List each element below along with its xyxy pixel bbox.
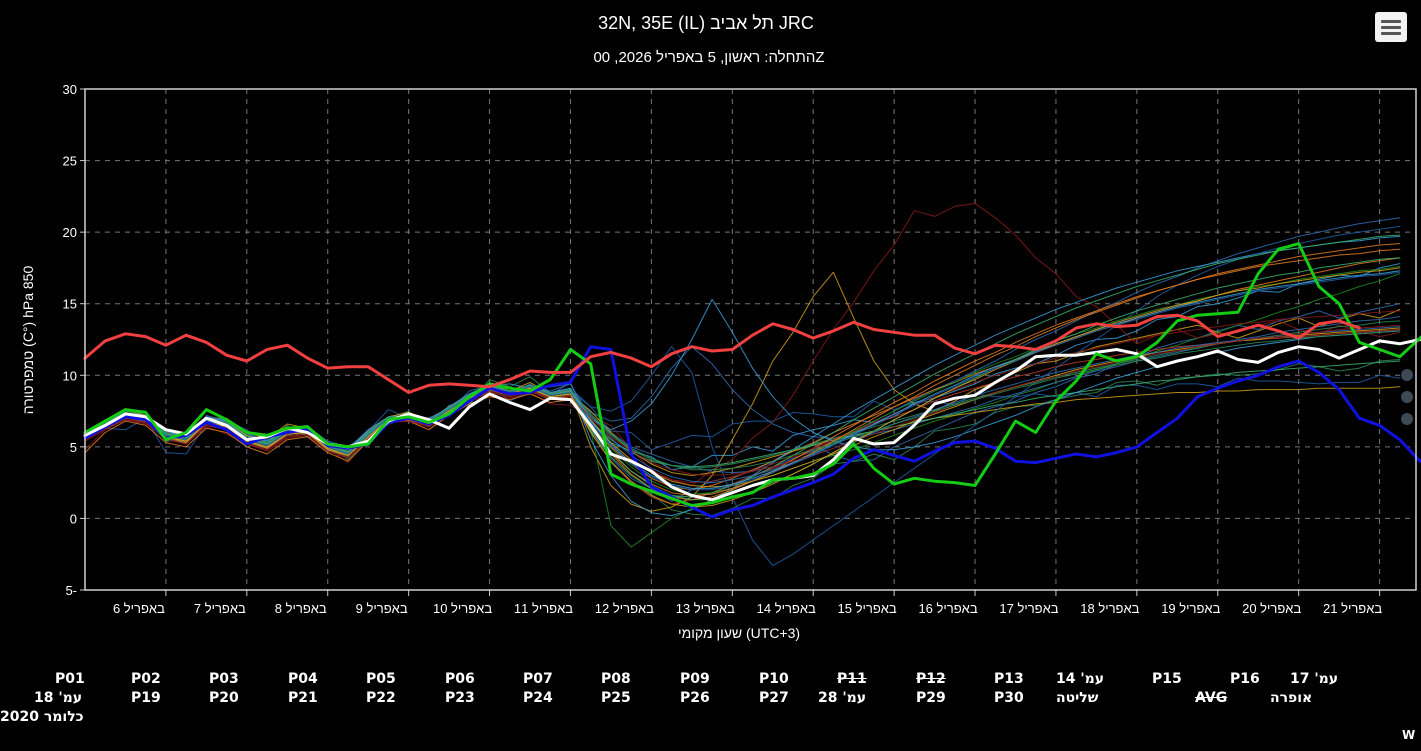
legend-item[interactable]: P05 xyxy=(366,671,396,687)
legend-item[interactable]: P26 xyxy=(680,690,710,706)
legend-item[interactable]: עמ' 14 xyxy=(1056,671,1105,687)
legend-item[interactable]: עמ' 18 xyxy=(34,690,83,706)
legend-item[interactable]: כלומר 2020 xyxy=(0,709,84,725)
grid xyxy=(85,89,1416,590)
legend-item[interactable]: AVG xyxy=(1195,690,1228,706)
y-tick-label: 25 xyxy=(63,154,77,169)
legend-item[interactable]: P29 xyxy=(916,690,946,706)
series-line-25[interactable] xyxy=(84,270,1401,489)
x-tick-label: 15 באפריל xyxy=(838,601,897,616)
x-tick-label: 20 באפריל xyxy=(1242,601,1301,616)
legend-item[interactable]: P25 xyxy=(601,690,631,706)
legend-item[interactable]: P12 xyxy=(916,671,946,687)
chart: 32N, 35E (IL) תל אביב JRC התחלה: ראשון, … xyxy=(20,13,1421,641)
series-line-27[interactable] xyxy=(84,257,1401,501)
x-tick-label: 17 באפריל xyxy=(999,601,1058,616)
x-tick-label: 12 באפריל xyxy=(595,601,654,616)
legend-item[interactable]: P02 xyxy=(131,671,161,687)
x-tick-label: 18 באפריל xyxy=(1080,601,1139,616)
legend-item[interactable]: אופרה xyxy=(1270,690,1313,706)
legend-item[interactable]: P08 xyxy=(601,671,631,687)
axis-ticks: 5- 0 5 10 15 20 25 30 6 באפריל 7 באפריל 8 באפריל 9 … xyxy=(63,82,1383,616)
legend-item[interactable]: P16 xyxy=(1230,671,1260,687)
series-line-20[interactable] xyxy=(84,234,1401,498)
x-tick-label: 14 באפריל xyxy=(757,601,816,616)
x-tick-label: 16 באפריל xyxy=(918,601,977,616)
series-line-33[interactable] xyxy=(83,242,1421,507)
y-tick-label: 0 xyxy=(70,511,77,526)
legend-item[interactable]: P24 xyxy=(523,690,553,706)
x-tick-label: 10 באפריל xyxy=(433,601,492,616)
x-tick-label: 9 באפריל xyxy=(356,601,408,616)
x-tick-label: 19 באפריל xyxy=(1161,601,1220,616)
chart-title: 32N, 35E (IL) תל אביב JRC xyxy=(598,13,814,33)
series-layer xyxy=(83,203,1421,567)
legend-item[interactable]: P07 xyxy=(523,671,553,687)
legend-item[interactable]: P09 xyxy=(680,671,710,687)
legend-item[interactable]: P22 xyxy=(366,690,396,706)
chart-subtitle: התחלה: ראשון, 5 באפריל 2026, 00Z xyxy=(593,49,824,66)
series-line-3[interactable] xyxy=(84,374,1401,455)
x-tick-label: 7 באפריל xyxy=(194,601,246,616)
y-tick-label: 10 xyxy=(63,368,77,383)
x-tick-label: 13 באפריל xyxy=(676,601,735,616)
legend-item[interactable]: P01 xyxy=(55,671,85,687)
plot-frame xyxy=(84,88,1417,591)
nav-dot-2[interactable] xyxy=(1401,391,1413,403)
y-tick-label: 5- xyxy=(65,583,77,598)
y-tick-label: 20 xyxy=(63,225,77,240)
x-tick-label: 6 באפריל xyxy=(113,601,165,616)
hamburger-menu-button[interactable] xyxy=(1375,12,1407,42)
legend-item[interactable]: P15 xyxy=(1152,671,1182,687)
series-line-30[interactable] xyxy=(84,271,1401,491)
x-tick-label: 11 באפריל xyxy=(514,601,573,616)
x-tick-label: 21 באפריל xyxy=(1323,601,1382,616)
legend-item[interactable]: P06 xyxy=(445,671,475,687)
series-line-34[interactable] xyxy=(83,313,1361,394)
x-tick-label: 8 באפריל xyxy=(275,601,327,616)
series-line-24[interactable] xyxy=(84,243,1401,496)
y-tick-label: 30 xyxy=(63,82,77,97)
y-axis-label: טמפרטורה (C°) hPa 850 xyxy=(20,266,36,415)
legend-item[interactable]: P21 xyxy=(288,690,318,706)
legend-item[interactable]: P13 xyxy=(994,671,1024,687)
legend-item[interactable]: P30 xyxy=(994,690,1024,706)
y-tick-label: 5 xyxy=(70,440,77,455)
corner-text: W xyxy=(1402,728,1416,742)
legend-item[interactable]: P19 xyxy=(131,690,161,706)
legend-item[interactable]: P10 xyxy=(759,671,789,687)
series-line-17[interactable] xyxy=(84,310,1401,484)
legend-item[interactable]: עמ' 17 xyxy=(1290,671,1339,687)
legend-item[interactable]: P03 xyxy=(209,671,239,687)
y-tick-label: 15 xyxy=(63,297,77,312)
legend-item[interactable]: P27 xyxy=(759,690,789,706)
series-line-4[interactable] xyxy=(84,359,1401,517)
legend-item[interactable]: שליטה xyxy=(1056,690,1099,706)
legend-item[interactable]: עמ' 28 xyxy=(818,690,867,706)
series-line-28[interactable] xyxy=(84,267,1401,508)
x-axis-label: שעון מקומי (UTC+3) xyxy=(678,625,800,641)
legend-item[interactable]: P23 xyxy=(445,690,475,706)
series-line-21[interactable] xyxy=(84,327,1401,488)
legend: P01 P02 P03 P04 P05 P06 P07 P08 P09 P10 P11 P12 P13 ע… xyxy=(0,660,1421,751)
nav-dot-1[interactable] xyxy=(1401,369,1413,381)
legend-item[interactable]: P20 xyxy=(209,690,239,706)
series-line-26[interactable] xyxy=(84,324,1401,476)
legend-item[interactable]: P04 xyxy=(288,671,318,687)
nav-dot-3[interactable] xyxy=(1401,413,1413,425)
legend-item[interactable]: P11 xyxy=(837,671,867,687)
